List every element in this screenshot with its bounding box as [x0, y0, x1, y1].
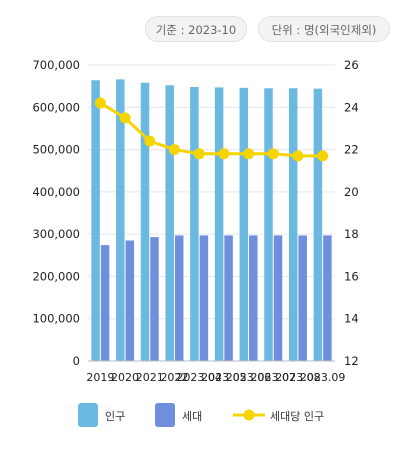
- bar-population: [190, 86, 199, 361]
- y-right-tick-label: 14: [344, 312, 359, 326]
- y-right-tick-label: 24: [344, 100, 359, 114]
- bar-households: [174, 235, 184, 361]
- x-tick-label: 2019: [86, 371, 114, 384]
- legend-population-swatch: [78, 403, 98, 427]
- y-right-tick-label: 22: [344, 143, 359, 157]
- x-tick-label: 2023.09: [300, 371, 346, 384]
- unit-badge: 단위 : 명(외국인제외): [258, 16, 390, 42]
- bar-households: [224, 235, 233, 361]
- legend-per-household[interactable]: 세대당 인구: [232, 402, 352, 428]
- x-tick-label: 2023.05: [201, 371, 247, 384]
- y-right-tick-label: 18: [344, 227, 359, 241]
- legend-per-household-label: 세대당 인구: [270, 410, 325, 423]
- bar-households: [150, 237, 159, 361]
- bar-population: [91, 80, 100, 362]
- legend-households[interactable]: 세대: [155, 402, 225, 428]
- bar-population: [313, 88, 323, 362]
- x-tick-label: 2021: [136, 371, 164, 384]
- point-per-household: [168, 144, 180, 156]
- bar-households: [273, 235, 283, 361]
- bar-households: [298, 235, 307, 361]
- point-per-household: [317, 150, 329, 162]
- line-per-household: [99, 101, 323, 158]
- bar-population: [116, 79, 125, 362]
- legend-population[interactable]: 인구: [78, 402, 148, 428]
- point-per-household: [243, 148, 255, 160]
- legend-population-label: 인구: [105, 410, 126, 423]
- legend-per-household-swatch: [233, 409, 265, 421]
- x-tick-label: 2022: [160, 371, 188, 384]
- base-date-badge: 기준 : 2023-10: [145, 16, 247, 42]
- legend-households-swatch: [155, 403, 175, 427]
- population-chart: 0 100,000 200,000 300,000 400,000 500,000 600,…: [32, 58, 359, 384]
- y-left-tick-label: 500,000: [32, 143, 80, 157]
- point-per-household: [193, 148, 205, 160]
- bar-households: [249, 235, 258, 361]
- point-per-household: [218, 148, 230, 160]
- y-left-tick-label: 300,000: [32, 227, 80, 241]
- point-per-household: [267, 148, 279, 160]
- x-tick-label: 2023.08: [275, 371, 321, 384]
- point-per-household: [94, 97, 106, 109]
- bar-population: [214, 87, 224, 361]
- bar-population: [165, 85, 174, 361]
- y-left-tick-label: 600,000: [32, 100, 80, 114]
- bar-population: [264, 88, 273, 361]
- x-tick-label: 2023.06: [226, 371, 272, 384]
- point-per-household: [292, 150, 304, 162]
- bar-population: [239, 87, 249, 361]
- y-left-tick-label: 700,000: [32, 58, 80, 72]
- bar-households: [199, 235, 209, 361]
- y-left-tick-label: 0: [73, 354, 80, 368]
- x-tick-label: 2023.04: [176, 371, 222, 384]
- y-right-tick-label: 20: [344, 185, 359, 199]
- bar-households: [125, 240, 135, 361]
- point-per-household: [144, 135, 156, 147]
- x-tick-label: 2023.07: [251, 371, 297, 384]
- bar-population: [140, 82, 150, 361]
- bar-households: [323, 235, 332, 361]
- y-left-tick-label: 200,000: [32, 269, 80, 283]
- y-left-tick-label: 400,000: [32, 185, 80, 199]
- point-per-household: [119, 112, 131, 124]
- x-tick-label: 2020: [111, 371, 139, 384]
- bar-population: [288, 88, 298, 361]
- y-right-tick-label: 26: [344, 58, 359, 72]
- y-left-tick-label: 100,000: [32, 312, 80, 326]
- y-right-tick-label: 16: [344, 269, 359, 283]
- y-right-tick-label: 12: [344, 354, 359, 368]
- legend-households-label: 세대: [182, 410, 203, 423]
- bar-households: [100, 245, 110, 361]
